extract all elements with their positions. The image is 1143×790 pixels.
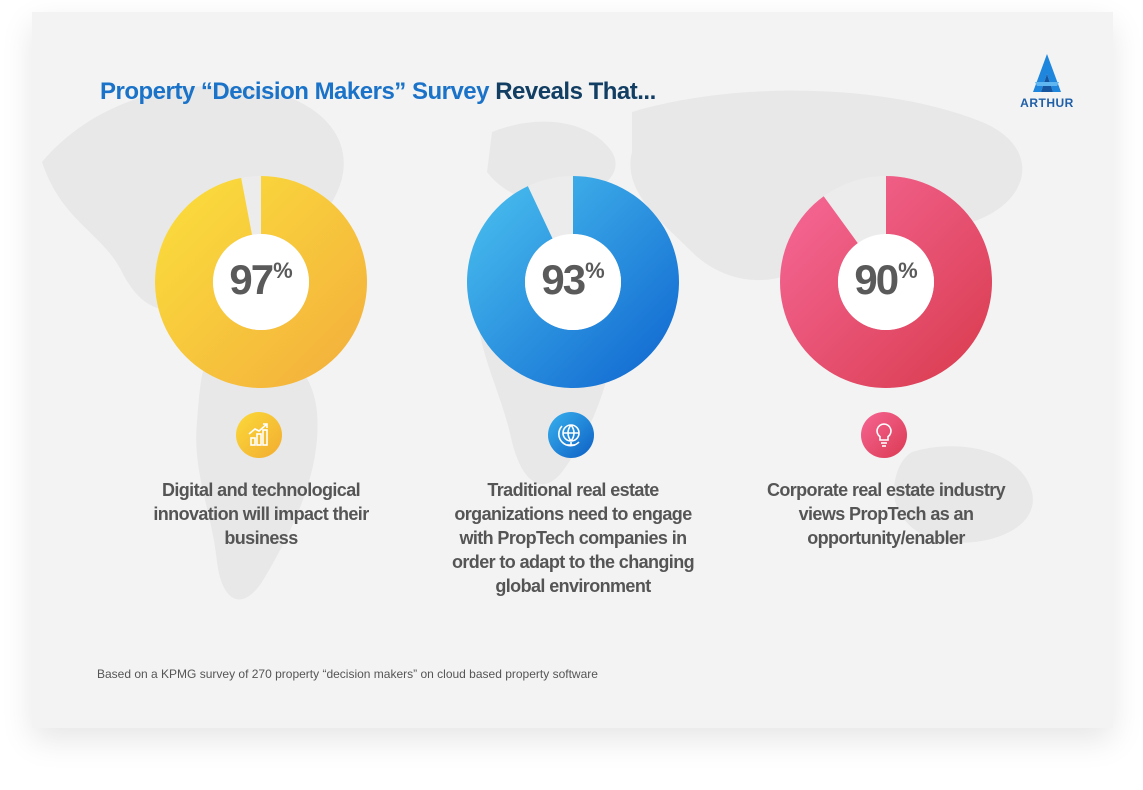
stat-value-3: 90% bbox=[778, 256, 994, 304]
lightbulb-icon bbox=[861, 412, 907, 458]
donut-slice-90 bbox=[780, 176, 992, 388]
infographic-card: Property “Decision Makers” Survey Reveal… bbox=[32, 12, 1113, 728]
donut-slice-93 bbox=[467, 176, 679, 388]
donut-chart-93 bbox=[467, 176, 679, 388]
stat-number: 93 bbox=[541, 256, 586, 303]
stat-value-2: 93% bbox=[465, 256, 681, 304]
stat-percent-sign: % bbox=[898, 258, 918, 283]
donut-chart-97 bbox=[155, 176, 367, 388]
footnote: Based on a KPMG survey of 270 property “… bbox=[97, 667, 598, 681]
arthur-logo: ARTHUR bbox=[1017, 52, 1077, 112]
donut-chart-90 bbox=[780, 176, 992, 388]
stat-number: 90 bbox=[854, 256, 899, 303]
title-rest: Reveals That... bbox=[495, 78, 656, 105]
arthur-logo-icon bbox=[1033, 54, 1061, 92]
stat-percent-sign: % bbox=[585, 258, 605, 283]
logo-text: ARTHUR bbox=[1020, 96, 1074, 110]
stat-percent-sign: % bbox=[273, 258, 293, 283]
page-title: Property “Decision Makers” Survey Reveal… bbox=[100, 78, 656, 106]
globe-icon bbox=[548, 412, 594, 458]
stat-description-1: Digital and technological innovation wil… bbox=[153, 480, 369, 548]
growth-chart-icon bbox=[236, 412, 282, 458]
donut-slice-97 bbox=[155, 176, 367, 388]
title-highlight: Property “Decision Makers” Survey bbox=[100, 78, 490, 105]
stat-description-2: Traditional real estate organizations ne… bbox=[452, 480, 695, 596]
stat-description-3: Corporate real estate industry views Pro… bbox=[766, 480, 1006, 548]
stat-number: 97 bbox=[229, 256, 274, 303]
stat-value-1: 97% bbox=[153, 256, 369, 304]
